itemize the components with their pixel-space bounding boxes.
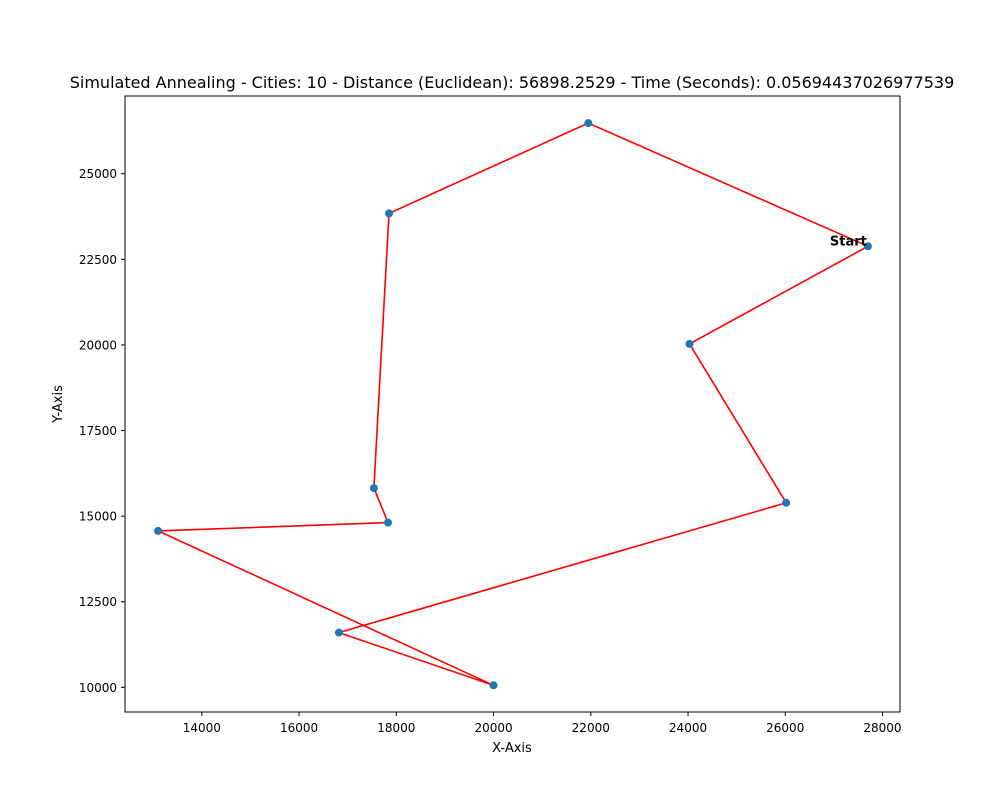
x-tick-label: 26000 — [766, 721, 804, 735]
city-point-9 — [782, 498, 791, 507]
city-point-7 — [489, 681, 498, 690]
city-point-1 — [863, 242, 872, 251]
y-tick-label: 22500 — [79, 253, 117, 267]
y-tick-label: 20000 — [79, 338, 117, 352]
x-axis-label: X-Axis — [492, 741, 532, 756]
y-tick-label: 25000 — [79, 167, 117, 181]
city-point-8 — [334, 628, 343, 637]
x-tick-label: 22000 — [572, 721, 610, 735]
y-axis-label: Y-Axis — [51, 385, 66, 424]
x-tick-label: 24000 — [669, 721, 707, 735]
x-tick-label: 18000 — [377, 721, 415, 735]
y-tick-label: 15000 — [79, 510, 117, 524]
axes-frame — [124, 95, 901, 713]
y-tick-label: 10000 — [79, 681, 117, 695]
city-point-10 — [685, 339, 694, 348]
y-tick-label: 17500 — [79, 424, 117, 438]
chart-title: Simulated Annealing - Cities: 10 - Dista… — [70, 73, 955, 92]
plot-area: Start — [154, 119, 872, 690]
city-point-5 — [384, 518, 392, 527]
x-tick-label: 16000 — [280, 721, 318, 735]
y-tick-label: 12500 — [79, 595, 117, 609]
y-axis: 10000 12500 15000 17500 20000 22500 25000 — [79, 167, 125, 695]
x-tick-label: 28000 — [863, 721, 901, 735]
city-point-4 — [369, 484, 378, 493]
city-point-3 — [385, 209, 393, 218]
start-annotation: Start — [830, 234, 867, 249]
x-tick-label: 20000 — [474, 721, 512, 735]
x-tick-label: 14000 — [183, 721, 221, 735]
city-point-6 — [154, 526, 163, 535]
city-point-2 — [584, 119, 593, 128]
x-axis: 14000 16000 18000 20000 22000 24000 26000 28000 — [183, 712, 902, 735]
